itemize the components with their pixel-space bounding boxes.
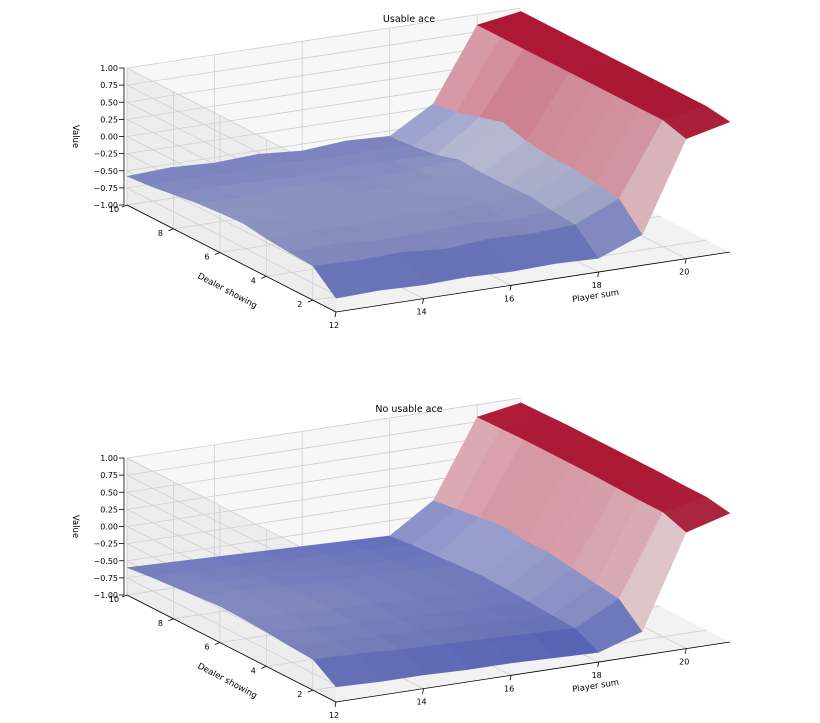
y-tick-label: 2 xyxy=(297,300,302,309)
x-tick-mark xyxy=(334,701,337,708)
z-tick-label: −0.25 xyxy=(93,150,118,159)
y-tick-label: 8 xyxy=(158,229,163,238)
x-tick-mark xyxy=(684,648,687,654)
y-tick-mark xyxy=(121,594,128,598)
y-tick-mark xyxy=(307,689,313,693)
grid-line-z xyxy=(125,414,522,583)
z-tick-label: 0.00 xyxy=(100,523,118,532)
surface-mesh xyxy=(126,11,731,299)
z-tick-label: −1.00 xyxy=(93,591,118,600)
grid-line-z xyxy=(125,397,522,566)
z-tick-label: 1.00 xyxy=(100,64,118,73)
z-tick-label: 0.50 xyxy=(100,488,118,497)
y-tick-label: 6 xyxy=(204,643,209,652)
grid-line-z xyxy=(125,110,522,279)
z-tick-label: 1.00 xyxy=(100,454,118,463)
y-tick-label: 4 xyxy=(251,276,256,285)
chart-title: No usable ace xyxy=(375,404,442,415)
surface-chart-2: 12 14 16 18 20 2 4 6 8 10 1.00 0.75 0.50 0.25 0.00 −0.2… xyxy=(70,397,731,720)
y-tick-mark xyxy=(214,252,221,255)
y-tick-mark xyxy=(307,299,313,303)
y-tick-mark xyxy=(214,642,221,645)
x-axis-label: Player sum xyxy=(572,288,620,305)
y-tick-mark xyxy=(168,228,174,232)
y-axis-label: Dealer showing xyxy=(196,271,259,311)
y-tick-label: 4 xyxy=(251,666,256,675)
z-tick-label: −0.25 xyxy=(93,540,118,549)
y-tick-label: 2 xyxy=(297,690,302,699)
chart-title: Usable ace xyxy=(383,14,435,25)
surface-patch xyxy=(662,496,731,533)
y-tick-mark xyxy=(261,275,267,279)
x-tick-label: 14 xyxy=(416,308,426,317)
x-tick-label: 16 xyxy=(504,294,514,303)
grid-line-z xyxy=(125,7,522,176)
y-tick-label: 10 xyxy=(109,595,119,604)
y-tick-label: 6 xyxy=(204,253,209,262)
z-axis-label: Value xyxy=(70,515,80,538)
z-axis-label: Value xyxy=(70,125,80,148)
x-tick-mark xyxy=(422,688,424,694)
y-tick-mark xyxy=(121,204,128,208)
x-axis-line xyxy=(335,251,731,313)
y-tick-mark xyxy=(261,665,267,669)
x-tick-label: 20 xyxy=(679,268,689,277)
z-tick-label: −0.50 xyxy=(93,557,118,566)
x-tick-mark xyxy=(597,661,600,668)
y-axis-line xyxy=(126,204,337,313)
y-axis-label: Dealer showing xyxy=(196,661,259,701)
z-tick-label: −0.75 xyxy=(93,574,118,583)
x-tick-mark xyxy=(509,675,512,681)
x-tick-mark xyxy=(597,271,600,278)
surface-patch xyxy=(662,106,731,140)
z-tick-label: −1.00 xyxy=(93,201,118,210)
z-tick-label: 0.75 xyxy=(100,471,118,480)
x-tick-label: 18 xyxy=(592,671,602,680)
x-tick-label: 20 xyxy=(679,658,689,667)
x-tick-label: 14 xyxy=(416,698,426,707)
y-tick-mark xyxy=(168,618,174,622)
x-tick-label: 12 xyxy=(329,711,339,719)
x-tick-label: 16 xyxy=(504,684,514,693)
x-tick-mark xyxy=(684,258,687,264)
z-tick-label: 0.50 xyxy=(100,98,118,107)
y-tick-label: 8 xyxy=(158,619,163,628)
x-tick-mark xyxy=(334,311,337,318)
x-axis-label: Player sum xyxy=(572,678,620,695)
z-tick-label: 0.25 xyxy=(100,505,118,514)
z-tick-label: 0.75 xyxy=(100,81,118,90)
surface-mesh xyxy=(126,402,731,688)
x-axis-line xyxy=(335,641,731,703)
x-tick-label: 18 xyxy=(592,281,602,290)
y-axis-line xyxy=(126,594,337,703)
surface-chart-1: 12 14 16 18 20 2 4 6 8 10 1.00 0.75 0.50 0.25 0.00 −0.2… xyxy=(70,7,731,330)
z-tick-label: 0.00 xyxy=(100,133,118,142)
z-tick-label: −0.50 xyxy=(93,167,118,176)
z-tick-label: −0.75 xyxy=(93,184,118,193)
x-tick-mark xyxy=(509,285,512,291)
y-tick-label: 10 xyxy=(109,205,119,214)
z-tick-label: 0.25 xyxy=(100,115,118,124)
x-tick-label: 12 xyxy=(329,321,339,330)
x-tick-mark xyxy=(422,298,424,304)
